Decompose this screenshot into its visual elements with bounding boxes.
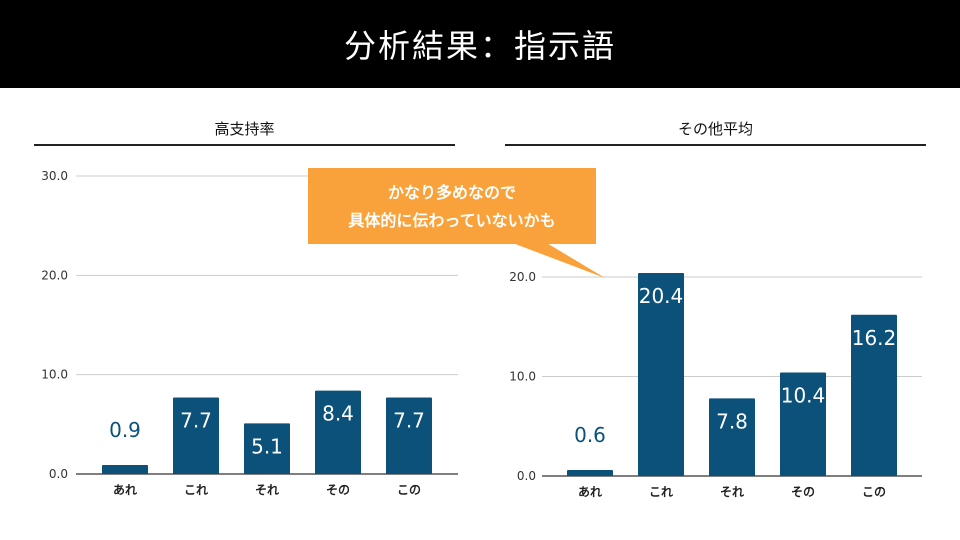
data-label: 16.2 xyxy=(852,326,897,350)
y-tick-label: 20.0 xyxy=(509,270,536,284)
y-tick-label: 0.0 xyxy=(517,469,536,483)
y-tick-label: 10.0 xyxy=(41,368,68,382)
x-tick-label: それ xyxy=(720,485,744,499)
x-tick-label: その xyxy=(791,485,815,499)
bar xyxy=(851,314,897,476)
callout-line-2: 具体的に伝わっていないかも xyxy=(348,211,555,230)
data-label: 7.8 xyxy=(716,409,748,433)
callout-pointer xyxy=(510,242,605,278)
data-label: 10.4 xyxy=(781,384,826,408)
right-chart-title-rule xyxy=(505,144,926,146)
bar xyxy=(638,273,684,476)
data-label: 8.4 xyxy=(322,402,354,426)
x-tick-label: この xyxy=(862,485,886,499)
y-tick-label: 10.0 xyxy=(509,370,536,384)
x-tick-label: これ xyxy=(649,485,673,499)
page-title: 分析結果：指示語 xyxy=(343,27,616,65)
callout-box xyxy=(308,168,596,244)
right-bar-chart: 0.0 10.0 20.0 0.6 あれ 20.4 これ 7.8 それ 10.4 その 16.2 この xyxy=(509,270,922,499)
x-tick-label: あれ xyxy=(113,483,137,497)
y-tick-label: 30.0 xyxy=(41,169,68,183)
x-tick-label: これ xyxy=(184,483,208,497)
header-bar: 分析結果：指示語 xyxy=(0,0,960,88)
bar xyxy=(386,397,432,474)
bar xyxy=(567,470,613,476)
x-tick-label: それ xyxy=(255,483,279,497)
bar xyxy=(709,398,755,476)
bar xyxy=(780,372,826,476)
data-label: 0.6 xyxy=(574,423,606,447)
y-tick-label: 0.0 xyxy=(49,467,68,481)
bar xyxy=(315,390,361,474)
data-label: 7.7 xyxy=(180,409,212,433)
x-tick-label: この xyxy=(397,483,421,497)
right-chart-title: その他平均 xyxy=(677,120,753,138)
bar xyxy=(244,423,290,474)
x-tick-label: あれ xyxy=(578,485,602,499)
left-bar-chart: 0.0 10.0 20.0 30.0 0.9 あれ 7.7 これ 5.1 それ 8.4 その 7.7 この xyxy=(41,169,458,497)
left-chart-title-rule xyxy=(34,144,455,146)
data-label: 7.7 xyxy=(393,409,425,433)
data-label: 20.4 xyxy=(639,284,684,308)
callout-line-1: かなり多めなので xyxy=(388,183,516,202)
data-label: 5.1 xyxy=(251,434,283,458)
bar xyxy=(173,397,219,474)
left-chart-title: 高支持率 xyxy=(214,120,275,138)
x-tick-label: その xyxy=(326,483,350,497)
bar xyxy=(102,465,148,474)
callout: かなり多めなので 具体的に伝わっていないかも xyxy=(308,168,605,278)
data-label: 0.9 xyxy=(109,418,141,442)
y-tick-label: 20.0 xyxy=(41,268,68,282)
